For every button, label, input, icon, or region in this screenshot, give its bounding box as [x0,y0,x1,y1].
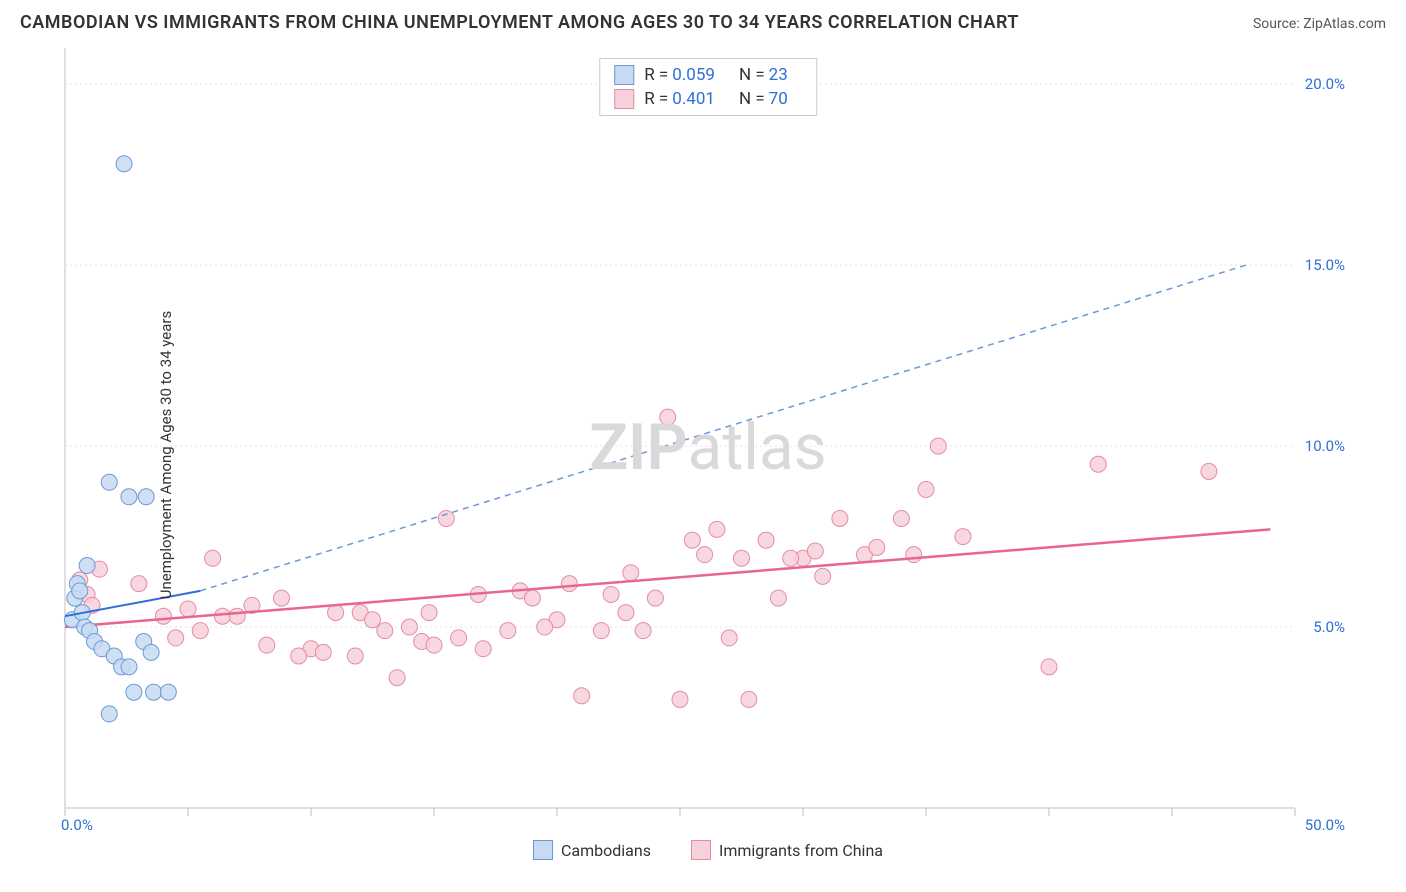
r-label: R = [644,89,668,109]
legend-row-cambodians: R =0.059 N =23 [600,63,816,87]
n-label: N = [739,65,765,85]
chart-area: Unemployment Among Ages 30 to 34 years 5… [30,48,1386,862]
r-value-china: 0.401 [672,89,715,109]
svg-text:50.0%: 50.0% [1305,816,1345,834]
series-legend: Cambodians Immigrants from China [533,840,883,860]
legend-label-china: Immigrants from China [719,841,883,860]
legend-swatch-china [614,89,634,109]
scatter-plot: 5.0% 10.0% 15.0% 20.0% 0.0% 50.0% [30,48,1386,862]
svg-text:15.0%: 15.0% [1305,256,1345,274]
legend-item-china: Immigrants from China [691,840,883,860]
r-value-cambodians: 0.059 [672,65,715,85]
legend-swatch-icon [691,840,711,860]
legend-label-cambodians: Cambodians [561,841,651,860]
svg-text:20.0%: 20.0% [1305,75,1345,93]
y-axis-label: Unemployment Among Ages 30 to 34 years [157,311,175,599]
r-label: R = [644,65,668,85]
n-value-china: 70 [769,89,788,109]
legend-swatch-icon [533,840,553,860]
chart-header: CAMBODIAN VS IMMIGRANTS FROM CHINA UNEMP… [0,0,1406,39]
n-label: N = [739,89,765,109]
source-label: Source: ZipAtlas.com [1253,16,1386,32]
chart-title: CAMBODIAN VS IMMIGRANTS FROM CHINA UNEMP… [20,12,1019,33]
n-value-cambodians: 23 [769,65,788,85]
legend-item-cambodians: Cambodians [533,840,651,860]
legend-swatch-cambodians [614,65,634,85]
svg-text:0.0%: 0.0% [61,816,93,834]
svg-text:5.0%: 5.0% [1313,618,1345,636]
svg-text:10.0%: 10.0% [1305,437,1345,455]
legend-row-china: R =0.401 N =70 [600,87,816,111]
correlation-legend: R =0.059 N =23 R =0.401 N =70 [599,58,817,116]
